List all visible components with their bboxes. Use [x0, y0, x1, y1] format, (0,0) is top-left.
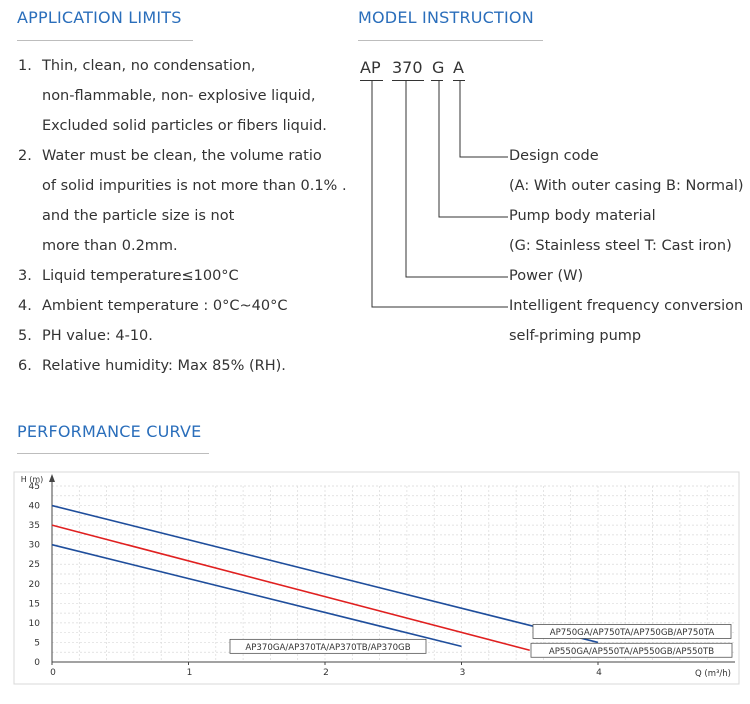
series-label: AP550GA/AP550TA/AP550GB/AP550TB: [549, 647, 714, 657]
model-label-design-code-detail: (A: With outer casing B: Normal): [509, 178, 744, 194]
performance-chart: 0 5 10 15 20 25 30 35 40 45 0 1 2 3 4 H (m) Q (m³/h) AP75…: [13, 471, 740, 685]
series-label-box: [532, 624, 732, 639]
x-tick-label: 1: [187, 668, 193, 678]
performance-curve-rule: [17, 453, 209, 454]
model-code-a-underline: [453, 80, 465, 81]
y-tick-label: 30: [29, 541, 41, 551]
y-tick-label: 35: [29, 521, 40, 531]
series-line: [51, 504, 599, 644]
model-code-370-underline: [392, 80, 424, 81]
y-tick-label: 5: [34, 638, 40, 648]
limit-text: more than 0.2mm.: [42, 238, 178, 254]
limit-text: Relative humidity: Max 85% (RH).: [42, 358, 286, 374]
x-tick-label: 4: [596, 668, 602, 678]
series-line: [51, 524, 530, 652]
y-tick-label: 40: [29, 502, 41, 512]
model-label-pump-type: Intelligent frequency conversion: [509, 298, 744, 314]
limit-text: Ambient temperature : 0°C~40°C: [42, 298, 288, 314]
series-label-box: [530, 642, 733, 658]
x-tick-label: 3: [460, 668, 466, 678]
model-instruction-rule: [358, 40, 543, 41]
x-tick-label: 2: [323, 668, 329, 678]
model-code-ap-underline: [360, 80, 383, 81]
series-line: [51, 543, 462, 648]
model-code-ap: AP: [360, 58, 381, 77]
model-instruction-title: MODEL INSTRUCTION: [358, 8, 534, 27]
model-label-power: Power (W): [509, 268, 584, 284]
model-code-g: G: [432, 58, 445, 77]
model-label-design-code: Design code: [509, 148, 599, 164]
limit-number: 5.: [18, 328, 32, 344]
application-limits-title: APPLICATION LIMITS: [17, 8, 182, 27]
limit-number: 1.: [18, 58, 32, 74]
x-axis-label: Q (m³/h): [695, 669, 731, 679]
limit-text: PH value: 4-10.: [42, 328, 153, 344]
model-code-370: 370: [392, 58, 423, 77]
limit-text: Water must be clean, the volume ratio: [42, 148, 322, 164]
limit-number: 3.: [18, 268, 32, 284]
y-axis-label: H (m): [21, 475, 44, 484]
limit-text: and the particle size is not: [42, 208, 235, 224]
limit-text: Excluded solid particles or fibers liqui…: [42, 118, 327, 134]
model-label-pump-type-detail: self-priming pump: [509, 328, 642, 344]
limit-text: non-flammable, non- explosive liquid,: [42, 88, 316, 104]
limit-text: Liquid temperature≤100°C: [42, 268, 239, 284]
model-label-pump-body-material: Pump body material: [509, 208, 656, 224]
x-tick-label: 0: [50, 668, 56, 678]
performance-curve-title: PERFORMANCE CURVE: [17, 422, 202, 441]
y-tick-label: 10: [29, 619, 41, 629]
application-limits-rule: [17, 40, 193, 41]
limit-number: 2.: [18, 148, 32, 164]
y-tick-label: 25: [29, 560, 40, 570]
series-label: AP370GA/AP370TA/AP370TB/AP370GB: [245, 643, 410, 653]
y-tick-label: 20: [29, 580, 41, 590]
series-label: AP750GA/AP750TA/AP750GB/AP750TA: [550, 628, 715, 638]
y-tick-label: 0: [34, 658, 40, 668]
chart-frame: [13, 471, 740, 685]
limit-number: 4.: [18, 298, 32, 314]
model-label-pump-body-material-detail: (G: Stainless steel T: Cast iron): [509, 238, 732, 254]
limit-text: Thin, clean, no condensation,: [42, 58, 256, 74]
series-label-box: [229, 638, 427, 654]
y-axis-arrow: [49, 474, 55, 482]
y-tick-label: 45: [29, 482, 40, 492]
limit-text: of solid impurities is not more than 0.1…: [42, 178, 347, 194]
limit-number: 6.: [18, 358, 32, 374]
model-code-a: A: [453, 58, 464, 77]
model-code-g-underline: [431, 80, 443, 81]
y-tick-label: 15: [29, 599, 40, 609]
